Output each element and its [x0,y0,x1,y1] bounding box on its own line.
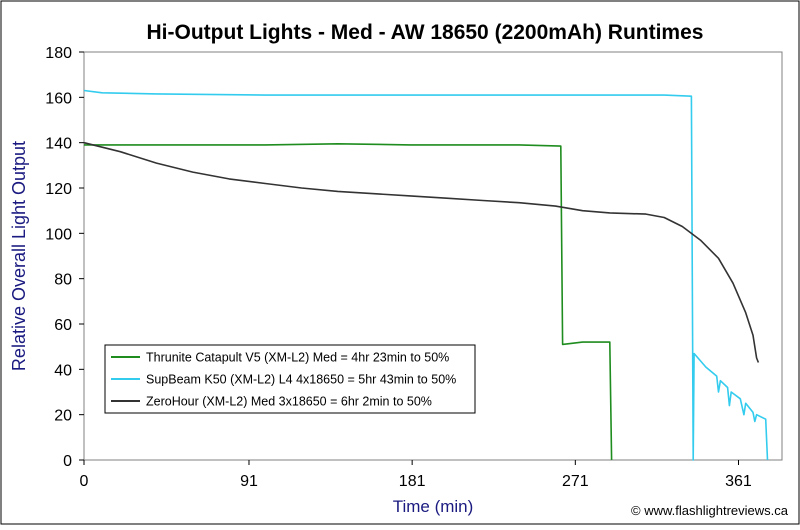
x-axis: 0 91 181 271 361 [80,460,752,490]
y-tick-label: 160 [45,90,72,107]
legend: Thrunite Catapult V5 (XM-L2) Med = 4hr 2… [104,344,476,414]
legend-box [104,344,476,414]
y-tick-label: 180 [45,45,72,62]
y-tick-label: 40 [54,362,72,379]
x-tick-label: 271 [562,473,589,490]
series-line-2 [83,89,769,461]
legend-entry-3: ZeroHour (XM-L2) Med 3x18650 = 6hr 2min … [146,395,432,409]
chart-title: Hi-Output Lights - Med - AW 18650 (2200m… [147,21,704,44]
credit-text: © www.flashlightreviews.ca [631,503,789,518]
x-tick-label: 181 [399,473,426,490]
x-axis-label: Time (min) [393,497,474,516]
y-tick-label: 80 [54,272,72,289]
y-tick-label: 0 [63,453,72,470]
y-tick-label: 60 [54,317,72,334]
y-axis: 0 20 40 60 80 100 120 140 160 180 [45,45,84,470]
x-tick-label: 361 [725,473,752,490]
legend-entry-1: Thrunite Catapult V5 (XM-L2) Med = 4hr 2… [146,351,449,365]
series-line-1 [84,143,613,461]
y-tick-label: 20 [54,408,72,425]
legend-entry-2: SupBeam K50 (XM-L2) L4 4x18650 = 5hr 43m… [146,373,456,387]
x-tick-label: 91 [240,473,258,490]
y-tick-label: 120 [45,181,72,198]
y-axis-label: Relative Overall Light Output [9,141,29,371]
y-tick-label: 140 [45,136,72,153]
series-layer [83,89,769,461]
series-line-3 [83,141,760,363]
y-tick-label: 100 [45,226,72,243]
x-tick-label: 0 [80,473,89,490]
